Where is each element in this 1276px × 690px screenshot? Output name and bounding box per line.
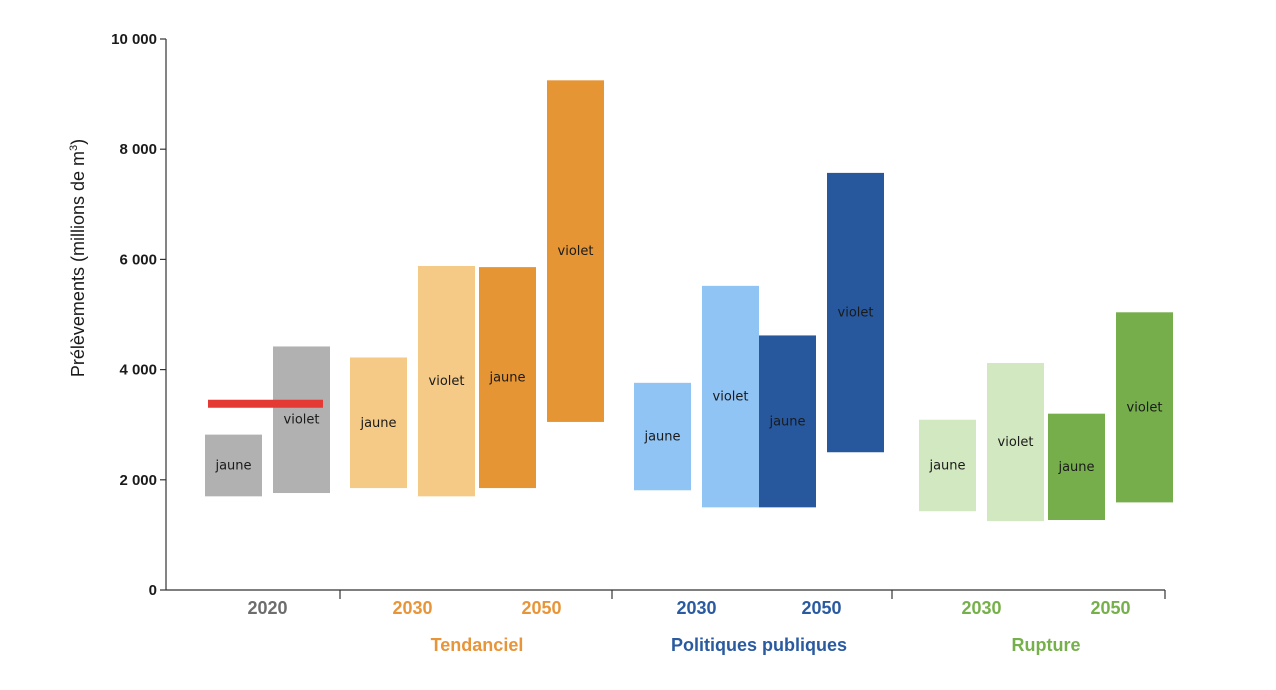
bar-jaune bbox=[479, 267, 536, 489]
bar-label: violet bbox=[429, 374, 465, 389]
period-label: 2050 bbox=[801, 598, 841, 618]
bars: jaune violet jaune violet jaune violet jaune vi… bbox=[205, 80, 1173, 522]
bar-label: jaune bbox=[488, 371, 525, 386]
y-tick-label: 8 000 bbox=[119, 141, 157, 158]
bar-jaune bbox=[919, 419, 976, 512]
bar-label: violet bbox=[838, 306, 874, 321]
y-ticks: 0 2 000 4 000 6 000 8 000 10 000 bbox=[111, 31, 166, 599]
bar-violet bbox=[987, 362, 1044, 522]
x-axis bbox=[166, 589, 1166, 599]
bar-jaune bbox=[350, 357, 407, 489]
bar-violet bbox=[702, 285, 759, 508]
y-tick-label: 2 000 bbox=[119, 472, 157, 489]
period-label: 2050 bbox=[1090, 598, 1130, 618]
period-label: 2050 bbox=[521, 598, 561, 618]
y-axis-title-sup: 3 bbox=[68, 145, 80, 151]
y-tick-label: 6 000 bbox=[119, 251, 157, 268]
bar-label: jaune bbox=[928, 458, 965, 473]
y-tick-label: 0 bbox=[149, 582, 157, 599]
period-label: 2020 bbox=[247, 598, 287, 618]
bar-label: jaune bbox=[768, 414, 805, 429]
scenario-labels: Tendanciel Politiques publiques Rupture bbox=[431, 635, 1081, 655]
bar-label: jaune bbox=[359, 416, 396, 431]
bar-label: violet bbox=[558, 244, 594, 259]
period-label: 2030 bbox=[961, 598, 1001, 618]
y-axis-title: Prélèvements (millions de m3) bbox=[68, 139, 88, 377]
y-tick-label: 10 000 bbox=[111, 31, 157, 48]
period-label: 2030 bbox=[392, 598, 432, 618]
y-tick-label: 4 000 bbox=[119, 362, 157, 379]
bar-jaune bbox=[1048, 413, 1105, 521]
bar-violet bbox=[827, 172, 884, 453]
scenario-label: Tendanciel bbox=[431, 635, 524, 655]
bar-label: jaune bbox=[214, 458, 251, 473]
y-axis-title-main: Prélèvements (millions de m bbox=[68, 151, 88, 377]
bar-violet bbox=[418, 266, 475, 497]
bar-violet bbox=[547, 80, 604, 422]
scenario-label: Politiques publiques bbox=[671, 635, 847, 655]
bar-violet bbox=[1116, 312, 1173, 503]
bar-label: violet bbox=[284, 413, 320, 428]
y-axis-title-suffix: ) bbox=[68, 139, 88, 145]
bar-label: violet bbox=[1127, 400, 1163, 415]
bar-label: jaune bbox=[1057, 460, 1094, 475]
bar-label: violet bbox=[998, 435, 1034, 450]
bar-jaune bbox=[759, 335, 816, 508]
bar-violet bbox=[273, 346, 330, 494]
bar-label: jaune bbox=[643, 430, 680, 445]
x-labels: 2020 2030 2050 2030 2050 2030 2050 bbox=[247, 598, 1130, 618]
bar-label: violet bbox=[713, 390, 749, 405]
scenario-label: Rupture bbox=[1012, 635, 1081, 655]
bar-jaune bbox=[205, 434, 262, 497]
period-label: 2030 bbox=[676, 598, 716, 618]
bar-jaune bbox=[634, 382, 691, 491]
